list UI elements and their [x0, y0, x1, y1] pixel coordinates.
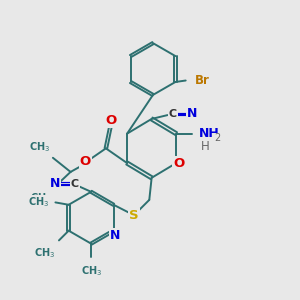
- Text: O: O: [105, 114, 116, 127]
- Text: 2: 2: [214, 133, 220, 143]
- Text: N: N: [187, 107, 197, 120]
- Text: H: H: [201, 140, 210, 152]
- Text: CH$_3$: CH$_3$: [80, 264, 102, 278]
- Text: NH: NH: [199, 127, 220, 140]
- Text: CH$_3$: CH$_3$: [30, 191, 51, 205]
- Text: Br: Br: [195, 74, 210, 87]
- Text: C: C: [169, 109, 177, 118]
- Text: N: N: [50, 177, 60, 190]
- Text: CH$_3$: CH$_3$: [29, 140, 50, 154]
- Text: CH$_3$: CH$_3$: [28, 196, 50, 209]
- Text: CH$_3$: CH$_3$: [34, 246, 56, 260]
- Text: C: C: [71, 178, 79, 189]
- Text: N: N: [110, 230, 120, 242]
- Text: S: S: [129, 209, 139, 222]
- Text: O: O: [173, 157, 184, 169]
- Text: O: O: [80, 155, 91, 168]
